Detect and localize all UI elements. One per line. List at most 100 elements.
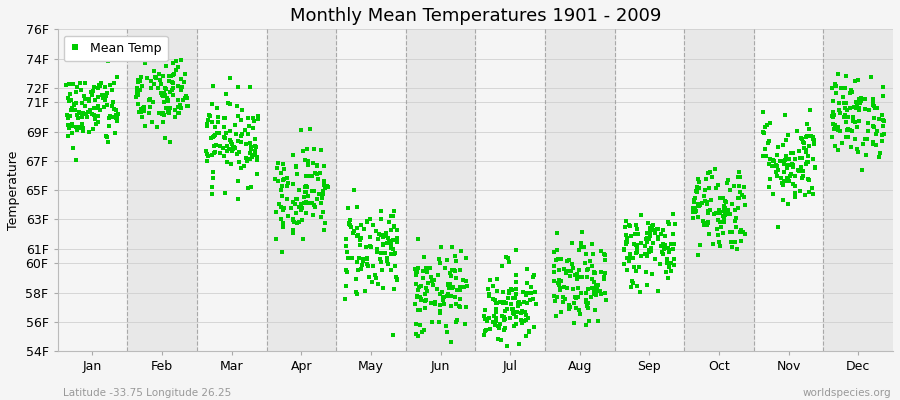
Point (143, 104, 157, 111)
Point (598, 257, 612, 263)
Point (626, 264, 641, 270)
Point (594, 269, 608, 275)
Point (304, 200, 319, 206)
Point (414, 329, 428, 335)
Point (458, 254, 473, 261)
Point (620, 235, 634, 242)
Point (388, 250, 402, 256)
Point (723, 187, 737, 193)
Point (69, 127, 84, 133)
Point (342, 219, 356, 226)
Point (133, 106, 148, 112)
Point (141, 110, 156, 116)
Point (90, 104, 104, 111)
Point (387, 208, 401, 215)
Point (618, 239, 633, 245)
Point (286, 230, 301, 236)
Point (708, 184, 723, 191)
Point (99, 92, 113, 99)
Point (176, 78, 191, 85)
Point (807, 137, 822, 143)
Point (859, 106, 873, 112)
Point (762, 184, 777, 190)
Point (713, 195, 727, 202)
Point (827, 112, 842, 118)
Point (238, 141, 253, 147)
Point (96, 94, 111, 100)
Point (491, 288, 505, 295)
Point (246, 115, 260, 122)
Point (585, 285, 599, 291)
Point (316, 163, 330, 170)
Point (801, 158, 815, 165)
Point (344, 224, 358, 230)
Point (566, 286, 580, 293)
Point (315, 190, 329, 197)
Point (622, 222, 636, 228)
Point (209, 142, 223, 148)
Point (148, 75, 163, 81)
Point (222, 146, 237, 152)
Point (731, 205, 745, 212)
Point (162, 88, 176, 95)
Point (845, 88, 859, 95)
Point (791, 168, 806, 174)
Point (161, 110, 176, 116)
Point (410, 264, 425, 271)
Point (67, 80, 81, 87)
Point (320, 184, 335, 190)
Point (505, 306, 519, 313)
Point (511, 300, 526, 306)
Point (778, 157, 793, 163)
Point (429, 286, 444, 292)
Point (705, 174, 719, 180)
Point (872, 154, 886, 160)
Point (508, 321, 523, 328)
Point (578, 260, 592, 266)
Point (504, 301, 518, 308)
Point (828, 143, 842, 149)
Point (274, 192, 289, 199)
Point (104, 103, 119, 110)
Point (149, 45, 164, 51)
Point (86, 105, 101, 112)
Point (501, 254, 516, 261)
Point (133, 109, 148, 115)
Point (793, 154, 807, 161)
Point (201, 153, 215, 159)
Point (428, 298, 442, 305)
Point (208, 149, 222, 155)
Point (64, 107, 78, 113)
Point (478, 328, 492, 334)
Point (738, 231, 752, 237)
Point (499, 308, 513, 314)
Point (60, 54, 75, 61)
Point (848, 78, 862, 85)
Point (876, 84, 890, 90)
Point (793, 188, 807, 194)
Point (582, 318, 597, 324)
Point (437, 265, 452, 271)
Point (438, 322, 453, 329)
Point (107, 106, 122, 112)
Point (130, 79, 145, 85)
Point (498, 316, 512, 322)
Point (224, 139, 238, 146)
Point (238, 155, 253, 161)
Point (522, 328, 536, 334)
Point (644, 224, 658, 231)
Point (512, 340, 526, 347)
Point (850, 77, 865, 83)
Point (378, 250, 392, 256)
Point (686, 215, 700, 221)
Point (409, 271, 423, 277)
Point (589, 287, 603, 293)
Point (316, 208, 330, 215)
Point (560, 285, 574, 291)
Point (629, 222, 643, 228)
Point (731, 174, 745, 180)
Point (419, 285, 434, 291)
Point (206, 82, 220, 89)
Point (310, 163, 325, 169)
Point (619, 218, 634, 225)
